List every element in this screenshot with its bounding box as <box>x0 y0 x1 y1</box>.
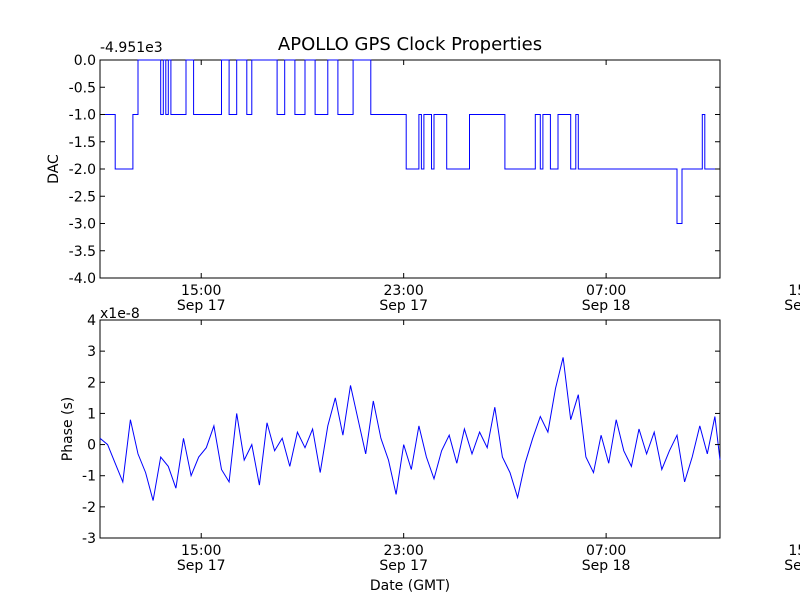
phase-y-tick-label: 1 <box>87 406 96 422</box>
phase-x-tick-time: 15:00 <box>181 543 221 559</box>
dac-y-tick-label: -2.0 <box>69 162 96 178</box>
phase-y-axis-label: Phase (s) <box>60 397 76 461</box>
figure-title: APOLLO GPS Clock Properties <box>278 34 542 55</box>
phase-y-tick-label: -3 <box>82 531 96 547</box>
dac-x-tick-date: Sep 18 <box>784 298 800 314</box>
phase-x-tick-date: Sep 17 <box>177 558 226 574</box>
dac-x-tick-time: 23:00 <box>383 283 423 299</box>
dac-x-tick-time: 15:00 <box>788 283 800 299</box>
x-axis-label: Date (GMT) <box>370 578 450 594</box>
phase-offset-label: x1e-8 <box>100 306 140 322</box>
phase-y-tick-label: 3 <box>87 344 96 360</box>
phase-plot-frame <box>99 319 721 539</box>
phase-series-line-0 <box>99 357 721 501</box>
phase-x-tick-date: Sep 17 <box>379 558 428 574</box>
phase-x-tick-time: 23:00 <box>383 543 423 559</box>
dac-y-ticks: 0.0 -0.5 -1.0 -1.5 -2.0 -2.5 -3.0 -3.5 -4.0 <box>69 53 720 287</box>
phase-y-tick-label: -1 <box>82 469 96 485</box>
phase-y-ticks: -3 -2 -1 0 1 2 3 4 <box>82 313 720 547</box>
phase-x-tick-time: 07:00 <box>586 543 626 559</box>
dac-y-tick-label: -1.5 <box>69 135 96 151</box>
dac-y-tick-label: -4.0 <box>69 271 96 287</box>
dac-y-tick-label: 0.0 <box>74 53 96 69</box>
phase-x-tick-date: Sep 18 <box>582 558 631 574</box>
phase-y-tick-label: 0 <box>87 438 96 454</box>
dac-x-tick-date: Sep 17 <box>379 298 428 314</box>
phase-plot-data <box>99 357 721 501</box>
dac-y-axis-label: DAC <box>46 154 62 184</box>
phase-x-tick-date: Sep 18 <box>784 558 800 574</box>
phase-y-tick-label: 2 <box>87 375 96 391</box>
phase-y-tick-label: 4 <box>87 313 96 329</box>
dac-series-line-0 <box>100 59 720 224</box>
dac-y-tick-label: -0.5 <box>69 80 96 96</box>
dac-y-tick-label: -1.0 <box>69 108 96 124</box>
dac-offset-label: -4.951e3 <box>100 40 163 56</box>
dac-plot-data <box>100 59 720 224</box>
dac-x-tick-date: Sep 18 <box>582 298 631 314</box>
phase-y-tick-label: -2 <box>82 500 96 516</box>
dac-x-tick-time: 15:00 <box>181 283 221 299</box>
dac-plot: 0.0 -0.5 -1.0 -1.5 -2.0 -2.5 -3.0 -3.5 -4.0 15:0… <box>46 40 800 314</box>
dac-x-tick-date: Sep 17 <box>177 298 226 314</box>
dac-y-tick-label: -2.5 <box>69 189 96 205</box>
dac-x-tick-time: 07:00 <box>586 283 626 299</box>
dac-y-tick-label: -3.0 <box>69 217 96 233</box>
phase-x-tick-time: 15:00 <box>788 543 800 559</box>
dac-y-tick-label: -3.5 <box>69 244 96 260</box>
